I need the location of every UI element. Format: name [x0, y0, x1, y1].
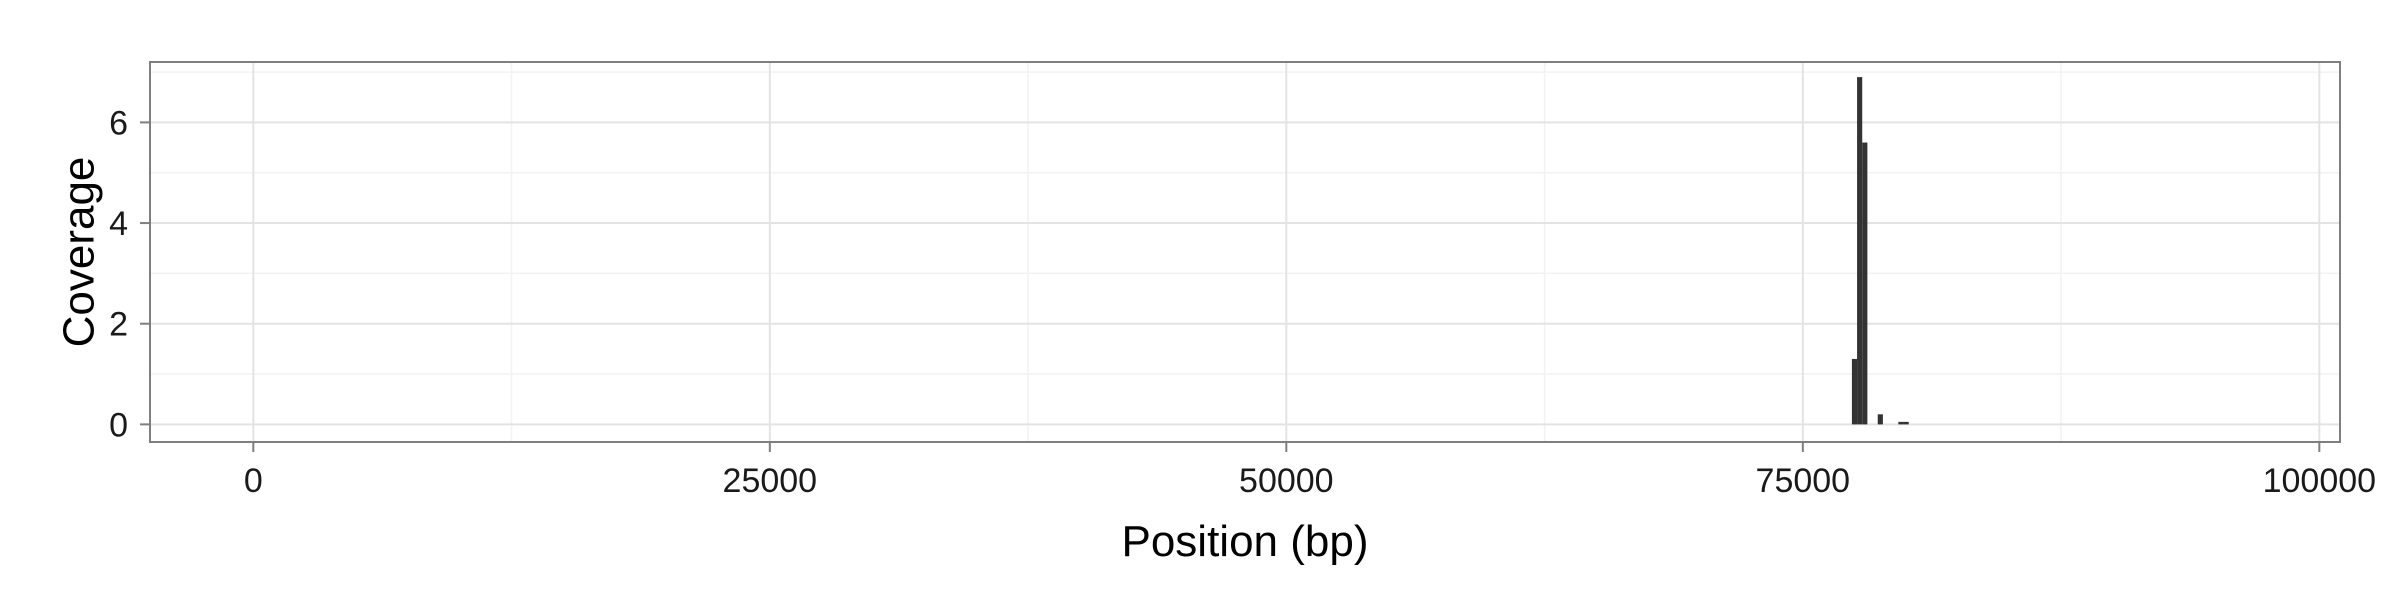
- coverage-bar: [1857, 77, 1863, 425]
- bars: [1851, 77, 1909, 425]
- y-tick-label: 4: [109, 205, 128, 243]
- coverage-bar: [1851, 358, 1858, 425]
- y-tick-label: 6: [109, 104, 128, 142]
- panel-border: [149, 61, 2341, 443]
- coverage-bar: [1903, 421, 1909, 425]
- x-tick-label: 0: [244, 462, 263, 500]
- coverage-bar: [1877, 414, 1883, 425]
- x-tick-label: 75000: [1756, 462, 1851, 500]
- x-axis-title: Position (bp): [1121, 517, 1368, 566]
- y-tick-label: 0: [109, 406, 128, 444]
- y-axis-title: Coverage: [54, 157, 103, 348]
- y-tick-label: 2: [109, 306, 128, 344]
- axis-ticks: [140, 121, 2321, 452]
- x-tick-label: 50000: [1239, 462, 1334, 500]
- x-tick-label: 100000: [2263, 462, 2376, 500]
- coverage-bar: [1862, 142, 1868, 425]
- x-tick-label: 25000: [723, 462, 818, 500]
- grid: [150, 62, 2340, 442]
- coverage-bar: [1898, 421, 1904, 425]
- tick-labels: 0 25000 50000 75000 100000 0 2 4 6: [109, 104, 2376, 500]
